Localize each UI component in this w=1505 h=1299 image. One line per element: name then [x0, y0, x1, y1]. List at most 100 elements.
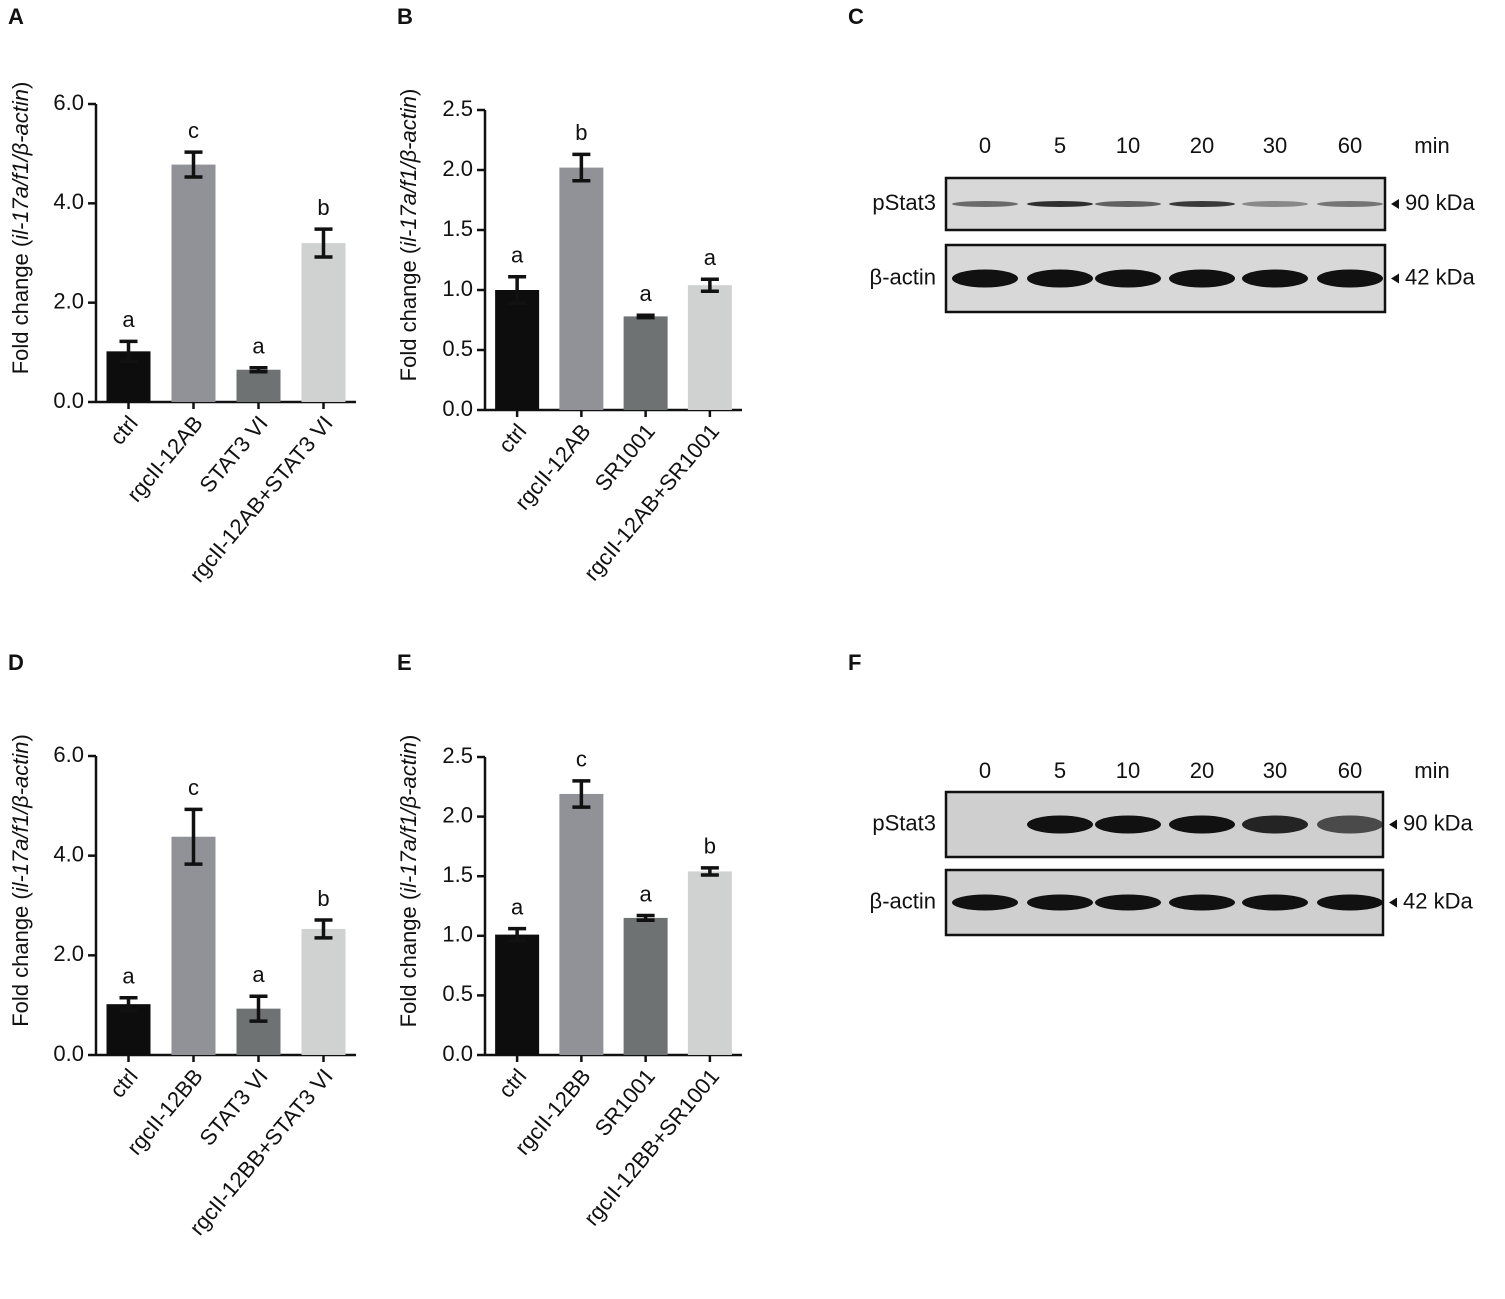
- time-label: 10: [1116, 758, 1140, 783]
- y-tick-label: 2.5: [442, 96, 473, 121]
- time-label: 60: [1338, 758, 1362, 783]
- y-tick-label: 1.0: [442, 276, 473, 301]
- blot-frame: [944, 176, 1387, 232]
- error-bar: [700, 866, 719, 877]
- error-bar: [314, 227, 333, 259]
- y-axis-title-part: il-17a/f1/β-actin: [8, 89, 33, 240]
- time-label: 0: [979, 133, 991, 158]
- time-unit: min: [1414, 758, 1449, 783]
- bar: [171, 164, 216, 402]
- band: [1317, 201, 1383, 207]
- y-axis-title: Fold change (il-17a/f1/β-actin): [396, 89, 421, 382]
- row-label: β-actin: [870, 888, 936, 913]
- time-label: 20: [1190, 133, 1214, 158]
- error-bar: [184, 807, 203, 866]
- y-axis-title-part: ): [8, 82, 33, 89]
- y-tick-label: 0.5: [442, 981, 473, 1006]
- panel-label: E: [397, 650, 412, 675]
- error-bar: [636, 913, 655, 923]
- bar: [301, 928, 346, 1055]
- error-bar: [572, 152, 591, 183]
- row-label: pStat3: [872, 810, 936, 835]
- band: [1095, 201, 1161, 207]
- bar: [687, 285, 732, 410]
- significance-letter: b: [575, 120, 587, 145]
- significance-letter: b: [704, 834, 716, 859]
- time-label: 5: [1054, 758, 1066, 783]
- y-tick-label: 1.5: [442, 862, 473, 887]
- bar: [623, 917, 668, 1055]
- significance-letter: a: [122, 307, 135, 332]
- band: [1317, 269, 1383, 288]
- y-axis-title-part: Fold change (: [8, 892, 33, 1027]
- band: [952, 201, 1018, 207]
- bar: [559, 167, 604, 410]
- significance-letter: a: [122, 964, 135, 989]
- error-bar: [700, 277, 719, 293]
- y-tick-label: 1.0: [442, 922, 473, 947]
- time-label: 0: [979, 758, 991, 783]
- y-tick-label: 6.0: [53, 742, 84, 767]
- arrowhead: [1389, 819, 1397, 830]
- error-bar: [184, 150, 203, 179]
- bar: [236, 369, 281, 402]
- band: [1242, 815, 1308, 834]
- error-bar: [636, 313, 655, 320]
- error-bar: [508, 275, 527, 305]
- bar: [106, 1004, 151, 1055]
- band: [1095, 894, 1161, 911]
- significance-letter: c: [188, 118, 199, 143]
- y-axis-title-part: il-17a/f1/β-actin: [396, 96, 421, 247]
- y-axis-title-part: il-17a/f1/β-actin: [396, 742, 421, 893]
- band: [1027, 269, 1093, 288]
- y-tick-label: 2.0: [442, 156, 473, 181]
- y-tick-label: 2.5: [442, 743, 473, 768]
- error-bar: [119, 339, 138, 364]
- y-tick-label: 0.0: [442, 396, 473, 421]
- bar: [171, 836, 216, 1055]
- bar: [559, 793, 604, 1055]
- size-label: 90 kDa: [1405, 190, 1475, 215]
- band: [1169, 894, 1235, 911]
- band: [952, 894, 1018, 911]
- significance-letter: c: [188, 775, 199, 800]
- y-axis-title-part: ): [396, 735, 421, 742]
- significance-letter: a: [640, 881, 653, 906]
- y-tick-label: 0.5: [442, 336, 473, 361]
- significance-letter: a: [252, 334, 265, 359]
- size-label: 42 kDa: [1403, 888, 1473, 913]
- band: [1027, 894, 1093, 911]
- band: [1095, 269, 1161, 288]
- band: [1027, 201, 1093, 207]
- y-axis-title-part: il-17a/f1/β-actin: [8, 742, 33, 893]
- blot-frame: [944, 868, 1385, 937]
- panel-label: A: [8, 4, 24, 29]
- time-label: 30: [1263, 758, 1287, 783]
- significance-letter: b: [317, 886, 329, 911]
- row-label: β-actin: [870, 264, 936, 289]
- y-tick-label: 0.0: [442, 1041, 473, 1066]
- y-axis-title: Fold change (il-17a/f1/β-actin): [8, 82, 33, 375]
- significance-letter: a: [511, 894, 524, 919]
- time-unit: min: [1414, 133, 1449, 158]
- y-axis-title-part: ): [8, 734, 33, 741]
- size-label: 42 kDa: [1405, 264, 1475, 289]
- bar: [687, 871, 732, 1055]
- bar: [495, 290, 540, 410]
- y-tick-label: 2.0: [442, 802, 473, 827]
- y-tick-label: 0.0: [53, 388, 84, 413]
- arrowhead: [1389, 897, 1397, 908]
- bar: [623, 316, 668, 410]
- arrowhead: [1391, 273, 1399, 284]
- y-axis-title: Fold change (il-17a/f1/β-actin): [396, 735, 421, 1028]
- blot-frame: [944, 243, 1387, 314]
- y-tick-label: 0.0: [53, 1041, 84, 1066]
- error-bar: [314, 918, 333, 940]
- x-tick-label: ctrl: [105, 411, 143, 450]
- y-tick-label: 4.0: [53, 841, 84, 866]
- x-tick-label: ctrl: [493, 419, 531, 458]
- bar: [301, 243, 346, 402]
- significance-letter: c: [576, 747, 587, 772]
- y-axis-title-part: Fold change (: [396, 892, 421, 1027]
